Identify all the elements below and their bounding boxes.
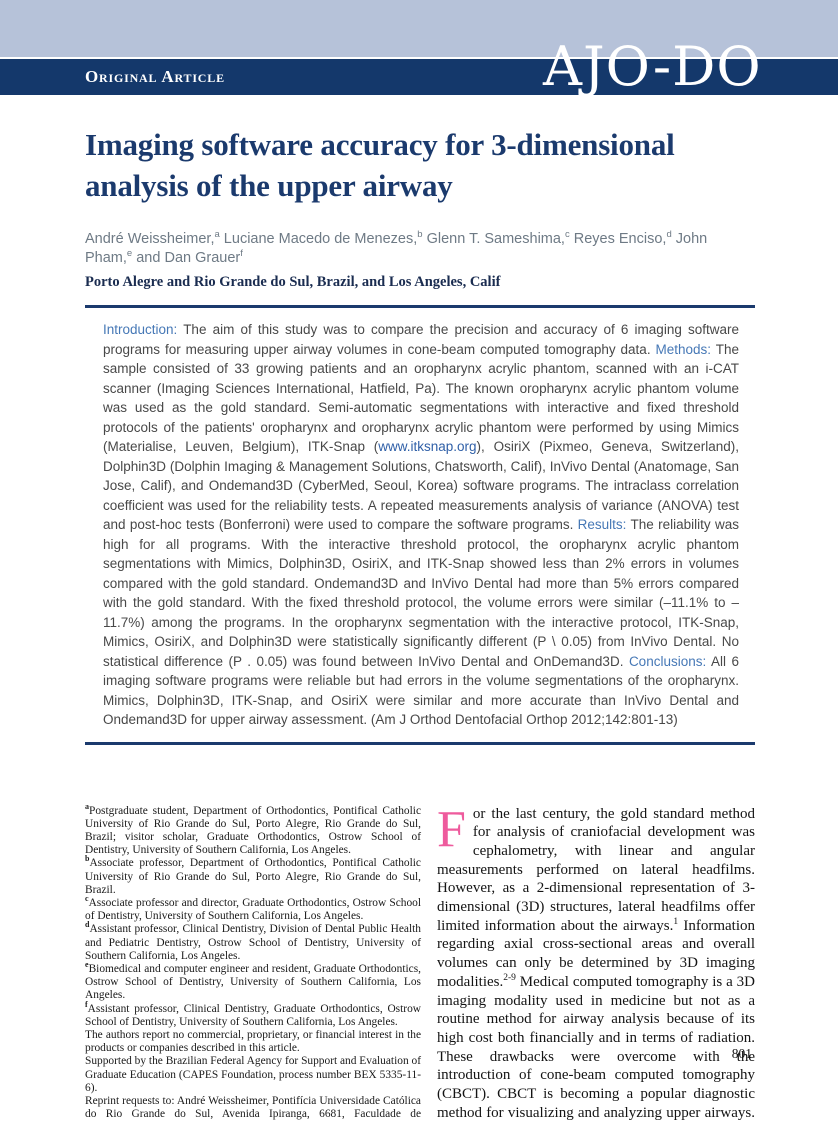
reference-superscript: 1: [673, 916, 679, 927]
abstract-results-text: The reliability was high for all program…: [103, 517, 739, 669]
header-light-band: [0, 0, 838, 57]
footnote-marker: c: [85, 894, 89, 904]
footnote-item: Supported by the Brazilian Federal Agenc…: [85, 1055, 421, 1095]
header-navy-band: Original Article: [0, 57, 838, 95]
drop-cap: F: [437, 800, 466, 858]
abstract-methods-text-b: ), OsiriX (Pixmeo, Geneva, Switzerland),…: [103, 439, 740, 532]
author-name: and Dan Grauer: [132, 250, 241, 266]
footnote-text: Associate professor, Department of Ortho…: [85, 857, 421, 896]
page-number: 801: [731, 1046, 752, 1061]
abstract-box: Introduction: The aim of this study was …: [85, 305, 755, 745]
footnote-item: eBiomedical and computer engineer and re…: [85, 960, 421, 1003]
footnote-item: cAssociate professor and director, Gradu…: [85, 894, 421, 923]
footnote-item: The authors report no commercial, propri…: [85, 1029, 421, 1055]
author-superscript: b: [417, 229, 423, 241]
footnote-text: Postgraduate student, Department of Orth…: [85, 804, 421, 857]
intro-text: Information regarding axial cross-sectio…: [437, 917, 755, 990]
footnote-text: The authors report no commercial, propri…: [85, 1028, 421, 1055]
footnote-text: Biomedical and computer engineer and res…: [85, 962, 421, 1002]
author-name: Reyes Enciso,: [569, 231, 667, 247]
intro-text: or the last century, the gold standard m…: [437, 805, 755, 934]
author-name: Glenn T. Sameshima,: [422, 231, 565, 247]
itksnap-link[interactable]: www.itksnap.org: [378, 439, 477, 454]
footnote-marker: d: [85, 920, 90, 930]
author-superscript: e: [126, 248, 133, 260]
abstract-label-conclusions: Conclusions:: [628, 653, 707, 669]
abstract-introduction-text: The aim of this study was to compare the…: [103, 322, 739, 357]
footnotes-column: aPostgraduate student, Department of Ort…: [85, 801, 421, 1122]
footnote-item: fAssistant professor, Clinical Dentistry…: [85, 999, 421, 1029]
footnote-item: Reprint requests to: André Weissheimer, …: [85, 1095, 421, 1122]
footnote-marker: e: [85, 960, 89, 970]
reference-superscript: 2-9: [503, 972, 516, 983]
author-name: Luciane Macedo de Menezes,: [219, 231, 418, 247]
author-superscript: a: [214, 229, 220, 241]
footnote-text: Reprint requests to: André Weissheimer, …: [85, 1094, 421, 1122]
page-title: Imaging software accuracy for 3-dimensio…: [85, 127, 675, 203]
author-superscript: f: [240, 248, 243, 260]
footnote-marker: b: [85, 854, 90, 864]
footnote-text: Assistant professor, Clinical Dentistry,…: [85, 923, 421, 962]
authors-line: André Weissheimer,a Luciane Macedo de Me…: [85, 230, 755, 268]
abstract-label-introduction: Introduction:: [103, 322, 178, 337]
abstract-methods-text-a: The sample consisted of 33 growing patie…: [103, 341, 739, 455]
intro-text: Medical computed tomography is a 3D imag…: [437, 973, 755, 1121]
abstract-label-results: Results:: [577, 517, 627, 532]
author-name: André Weissheimer,: [85, 231, 215, 247]
article-type-kicker: Original Article: [85, 67, 225, 86]
author-name: John Pham,: [85, 231, 708, 266]
footnote-marker: a: [85, 801, 89, 811]
affiliation-line: Porto Alegre and Rio Grande do Sul, Braz…: [85, 274, 501, 290]
footnote-text: Assistant professor, Clinical Dentistry,…: [85, 1002, 421, 1028]
footnote-text: Associate professor and director, Gradua…: [85, 896, 421, 923]
footnote-item: aPostgraduate student, Department of Ort…: [85, 801, 421, 858]
footnote-marker: f: [85, 999, 88, 1009]
author-superscript: c: [564, 229, 570, 241]
footnote-item: bAssociate professor, Department of Orth…: [85, 854, 421, 897]
footnote-item: dAssistant professor, Clinical Dentistry…: [85, 920, 421, 963]
author-superscript: d: [666, 229, 672, 241]
abstract-conclusions-text: All 6 imaging software programs were rel…: [103, 653, 739, 728]
footnote-text: Supported by the Brazilian Federal Agenc…: [85, 1055, 421, 1094]
abstract-label-methods: Methods:: [655, 341, 712, 357]
body-columns: aPostgraduate student, Department of Ort…: [85, 745, 755, 1122]
abstract-text: Introduction: The aim of this study was …: [103, 320, 739, 730]
journal-logo: AJO-DO: [543, 35, 762, 98]
